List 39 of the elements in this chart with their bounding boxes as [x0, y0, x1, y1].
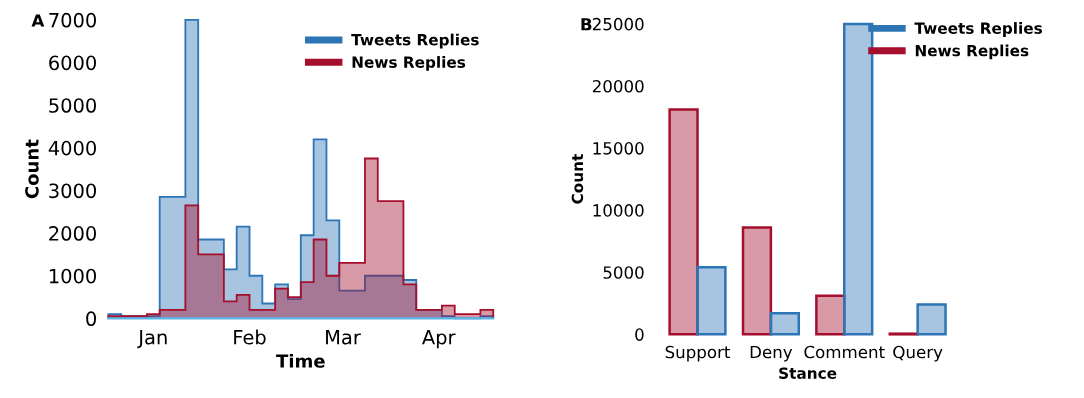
- legend-label: News Replies: [352, 56, 466, 71]
- legend-label: Tweets Replies: [351, 33, 479, 49]
- x-tick-label: Query: [893, 345, 943, 362]
- y-tick-label: 3000: [49, 183, 96, 199]
- x-tick-label: Support: [665, 345, 731, 362]
- y-tick-label: 6000: [49, 55, 96, 71]
- y-tick-label: 25000: [592, 17, 644, 31]
- y-tick-label: 10000: [593, 204, 644, 217]
- bar: [916, 303, 947, 336]
- y-axis-title: Count: [25, 139, 39, 199]
- x-axis-title: Stance: [779, 367, 837, 379]
- y-tick-label: 5000: [49, 98, 96, 113]
- bar: [741, 226, 773, 336]
- y-axis-title: Count: [571, 154, 584, 204]
- bar: [668, 108, 699, 336]
- y-tick-label: 4000: [48, 140, 96, 156]
- x-tick-label: Comment: [804, 345, 885, 359]
- x-tick-label: Mar: [326, 330, 361, 345]
- y-tick-label: 1000: [49, 268, 96, 284]
- y-tick-label: 0: [635, 328, 644, 341]
- y-tick-label: 2000: [49, 226, 96, 241]
- bar: [843, 22, 874, 336]
- legend-label: Tweets Replies: [914, 22, 1042, 37]
- legend-label: News Replies: [915, 44, 1029, 60]
- y-tick-label: 7000: [49, 12, 96, 28]
- bar: [815, 294, 846, 336]
- y-tick-label: 5000: [603, 266, 644, 279]
- text: A: [31, 14, 45, 27]
- bar: [769, 311, 801, 336]
- x-tick-label: Deny: [750, 345, 793, 362]
- y-tick-label: 0: [86, 311, 96, 327]
- bar: [696, 266, 727, 336]
- y-tick-label: 20000: [592, 79, 644, 93]
- x-axis-title: Time: [276, 353, 325, 368]
- x-tick-label: Apr: [422, 330, 456, 349]
- text: B: [581, 18, 592, 31]
- x-tick-label: Jan: [137, 330, 167, 349]
- x-tick-label: Feb: [234, 329, 266, 345]
- y-tick-label: 15000: [593, 142, 644, 155]
